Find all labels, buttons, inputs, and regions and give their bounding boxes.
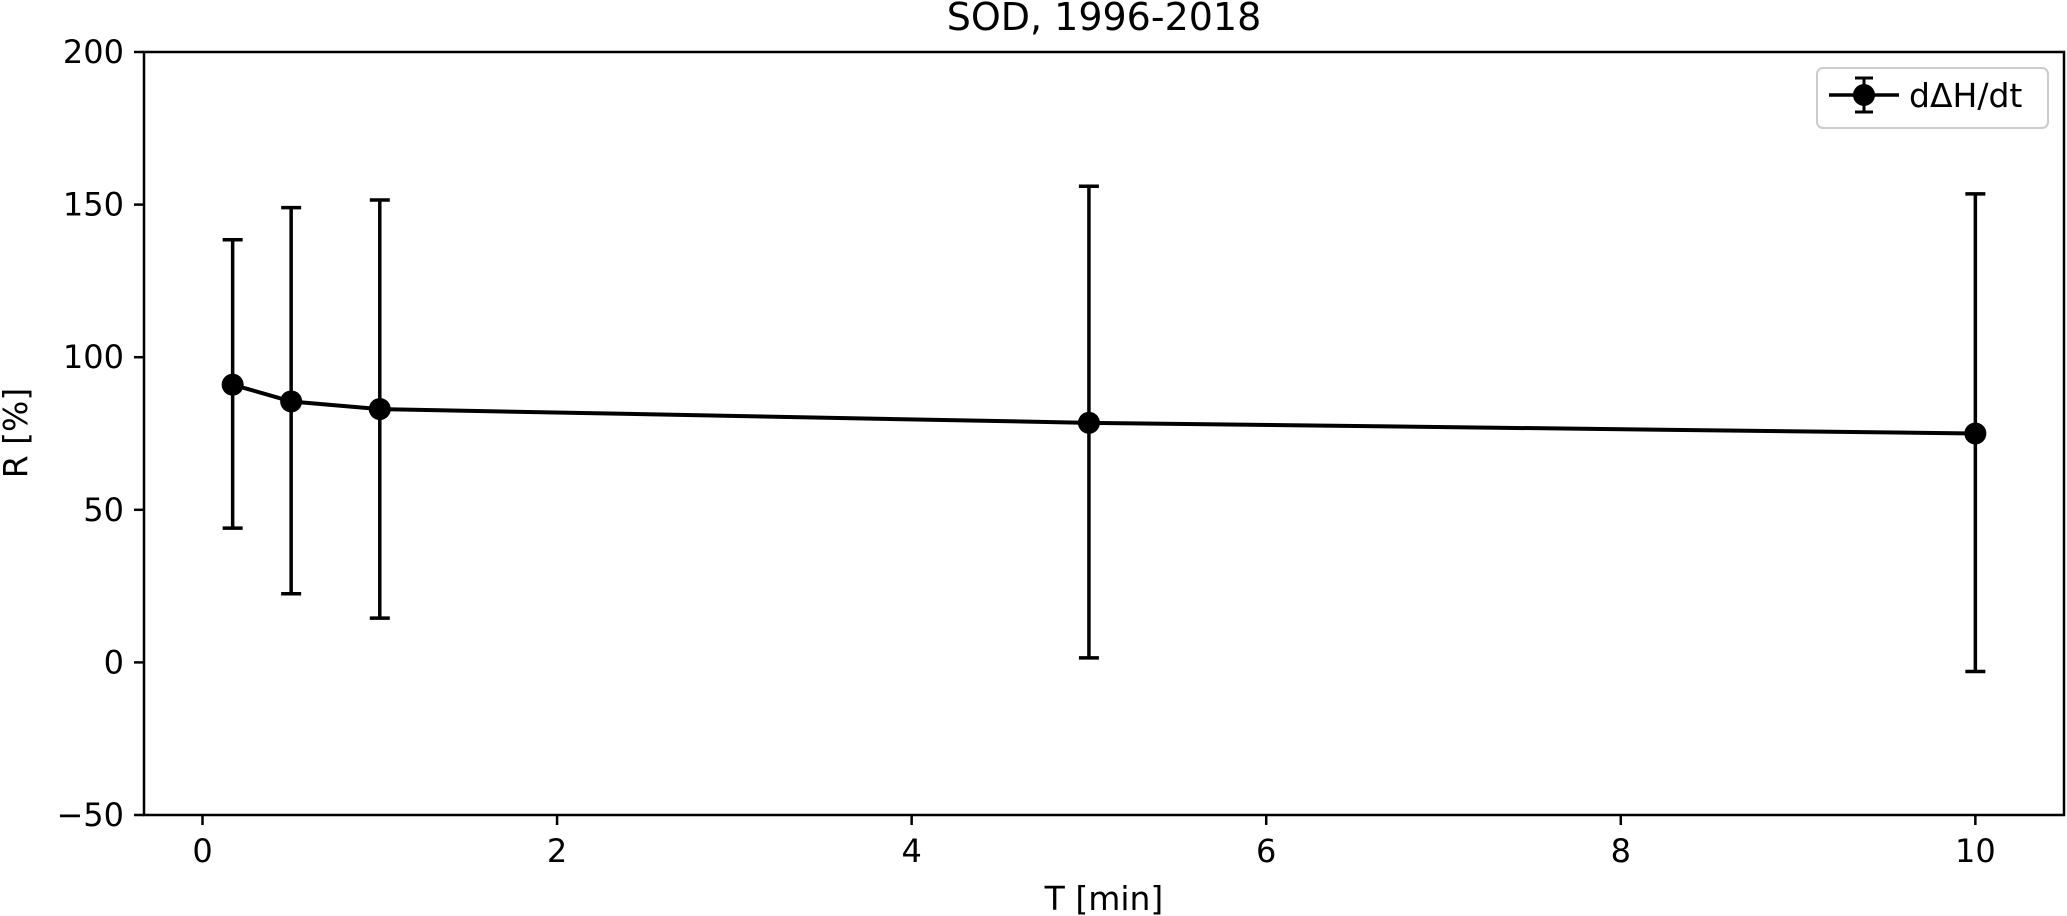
legend-box bbox=[1816, 67, 2049, 129]
y-tick-label: 50 bbox=[83, 491, 124, 529]
x-tick-label: 6 bbox=[1256, 832, 1276, 870]
x-tick-label: 2 bbox=[547, 832, 567, 870]
data-point bbox=[221, 373, 244, 396]
x-tick-label: 10 bbox=[1955, 832, 1996, 870]
data-point bbox=[280, 390, 303, 413]
legend: dΔH/dt bbox=[1816, 67, 2049, 129]
x-axis-label: T [min] bbox=[1044, 879, 1164, 916]
axes-ticks: 0 2 4 6 8 10 −50 0 50 100 150 200 bbox=[56, 33, 1995, 870]
y-axis-label: R [%] bbox=[0, 388, 35, 479]
chart-title: SOD, 1996-2018 bbox=[947, 0, 1262, 39]
series-line bbox=[232, 382, 1976, 436]
y-tick-label: 100 bbox=[63, 338, 124, 376]
x-tick-label: 8 bbox=[1611, 832, 1631, 870]
plot-area bbox=[221, 184, 1987, 674]
y-tick-label: 150 bbox=[63, 186, 124, 224]
x-tick-label: 4 bbox=[901, 832, 921, 870]
y-tick-label: −50 bbox=[56, 796, 124, 834]
x-tick-label: 0 bbox=[192, 832, 212, 870]
y-tick-label: 0 bbox=[104, 643, 124, 681]
axes-frame bbox=[142, 50, 2066, 817]
legend-label: dΔH/dt bbox=[1909, 76, 2022, 115]
data-point bbox=[368, 398, 391, 421]
data-point bbox=[1964, 422, 1987, 445]
data-point bbox=[1077, 411, 1100, 434]
legend-marker bbox=[1853, 84, 1875, 106]
y-tick-label: 200 bbox=[63, 33, 124, 71]
